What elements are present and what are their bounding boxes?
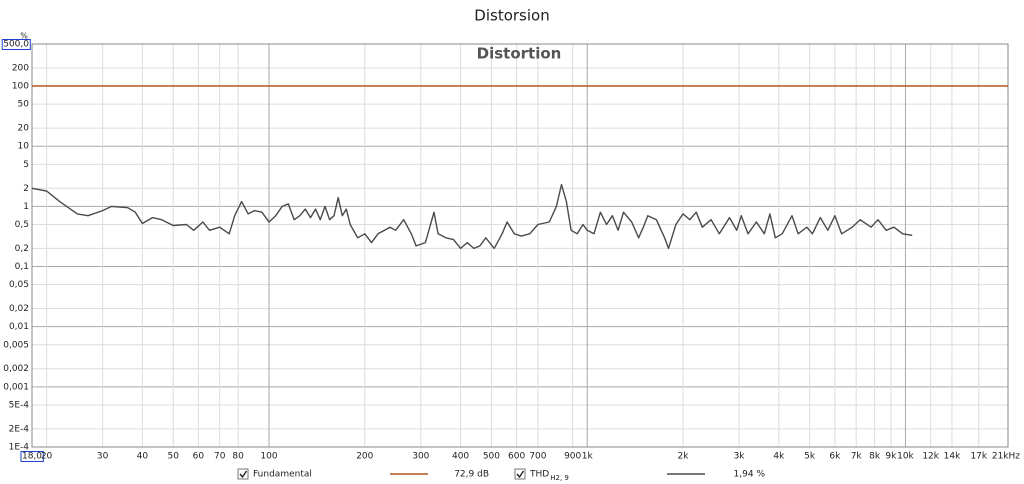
x-tick-label: 700 (529, 452, 546, 462)
x-tick-label: 40 (137, 452, 149, 462)
x-tick-label: 7k (851, 452, 863, 462)
y-tick-label: 0,05 (9, 280, 29, 290)
y-tick-label: 100 (12, 82, 29, 92)
x-tick-label: 2k (678, 452, 690, 462)
legend-checkbox (237, 468, 249, 480)
y-tick-label: 0,002 (3, 364, 29, 374)
x-tick-label: 4k (773, 452, 785, 462)
legend-name: Fundamental (253, 470, 312, 480)
y-tick-label: 10 (18, 142, 30, 152)
y-tick-label: 0,02 (9, 304, 29, 314)
x-tick-label: 12k (922, 452, 939, 462)
x-tick-label: 21kHz (992, 452, 1020, 462)
x-tick-label: 9k (885, 452, 897, 462)
x-tick-label: 5k (804, 452, 816, 462)
x-tick-label: 20 (41, 452, 53, 462)
y-tick-label: 20 (18, 124, 30, 134)
x-tick-label: 3k (734, 452, 746, 462)
x-tick-label: 1k (582, 452, 594, 462)
x-tick-label: 600 (508, 452, 525, 462)
x-tick-label: 30 (97, 452, 109, 462)
legend-name-sub: H2, 9 (550, 474, 569, 482)
legend-check (239, 470, 248, 479)
legend-name: THD (529, 470, 549, 480)
y-tick-label: 0,005 (3, 340, 29, 350)
x-tick-label: 100 (260, 452, 277, 462)
x-tick-label: 60 (193, 452, 205, 462)
y-tick-label: 500,0 (3, 40, 29, 50)
y-tick-label: 0,5 (15, 220, 29, 230)
window-title: Distorsion (474, 7, 549, 25)
x-tick-label: 17k (970, 452, 987, 462)
legend-checkbox (514, 468, 526, 480)
range-box (1, 39, 31, 50)
x-tick-label: 70 (214, 452, 226, 462)
x-tick-label: 300 (412, 452, 429, 462)
x-tick-label: 6k (829, 452, 841, 462)
grid (32, 44, 1008, 447)
x-tick-label: 500 (483, 452, 500, 462)
y-tick-label: 0,2 (15, 244, 29, 254)
series-line (31, 183, 913, 250)
y-tick-label: 2E-4 (9, 424, 30, 434)
legend-value: 72,9 dB (454, 470, 489, 480)
x-tick-label: 80 (232, 452, 244, 462)
x-tick-label: 400 (452, 452, 469, 462)
y-tick-label: 200 (12, 63, 29, 73)
y-unit: % (20, 32, 28, 41)
x-tick-label: 14k (944, 452, 961, 462)
x-tick-label: 8k (869, 452, 881, 462)
range-box (20, 451, 44, 462)
y-tick-label: 1E-4 (9, 443, 30, 453)
x-tick-label: 900 (564, 452, 581, 462)
y-tick-label: 50 (18, 100, 30, 110)
y-tick-label: 0,001 (3, 382, 29, 392)
plot-title: Distortion (477, 45, 562, 63)
x-tick-label: 18,0 (22, 452, 42, 462)
y-tick-label: 5 (23, 160, 29, 170)
x-tick-label: 200 (356, 452, 373, 462)
legend-value: 1,94 % (734, 470, 766, 480)
y-tick-label: 1 (23, 202, 29, 212)
plot-frame (31, 43, 1009, 448)
y-tick-label: 5E-4 (9, 400, 30, 410)
y-tick-label: 0,1 (15, 262, 29, 272)
y-tick-label: 2 (23, 184, 29, 194)
x-tick-label: 10k (897, 452, 914, 462)
y-tick-label: 0,01 (9, 322, 29, 332)
legend-check (516, 470, 525, 479)
x-tick-label: 50 (167, 452, 179, 462)
